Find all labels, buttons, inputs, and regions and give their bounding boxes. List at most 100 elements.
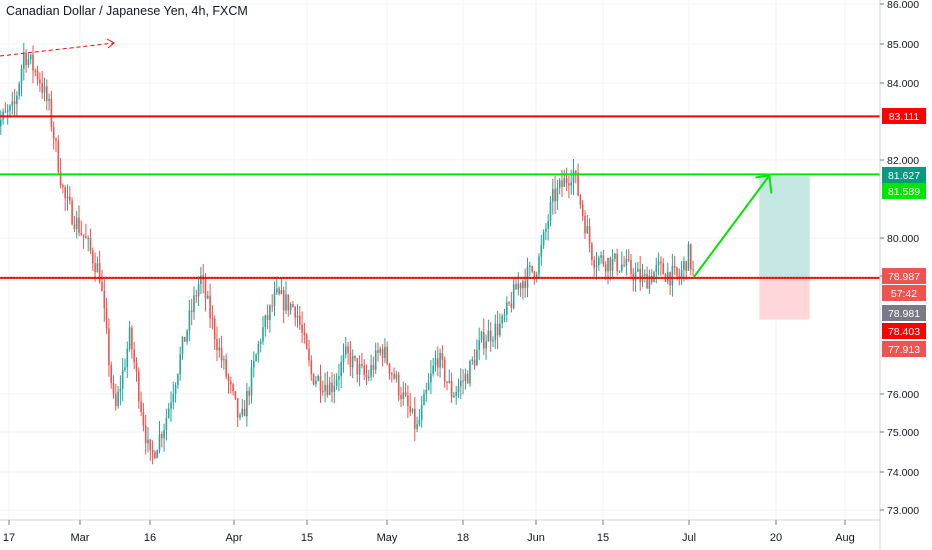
candle-body (301, 324, 303, 333)
candle-body (620, 264, 623, 271)
candle-body (91, 250, 94, 264)
candle-body (611, 258, 614, 271)
x-tick-label: 18 (457, 532, 469, 544)
candle-body (248, 391, 250, 396)
candle-body (547, 221, 549, 229)
candle-body (259, 341, 262, 344)
candle-body (395, 374, 398, 379)
candle-body (542, 231, 545, 246)
candle-body (62, 185, 64, 188)
candle-body (39, 79, 41, 84)
price-label[interactable]: 77.913 (882, 341, 926, 357)
candle-body (554, 189, 556, 202)
price-label[interactable]: 81.589 (882, 183, 926, 199)
trend-arrow[interactable] (0, 42, 115, 57)
candle-body (344, 346, 347, 355)
candle-body (94, 263, 96, 273)
candle-body (505, 302, 508, 315)
candle-body (342, 354, 345, 363)
candle-body (124, 367, 126, 370)
candle-body (418, 419, 421, 425)
candle-body (140, 401, 142, 412)
candle-body (689, 244, 692, 270)
candle-body (597, 257, 600, 266)
candle-body (18, 83, 20, 96)
candle-body (195, 295, 198, 297)
candle-body (676, 267, 678, 276)
candle-body (149, 439, 152, 451)
candle-body (89, 237, 92, 251)
candle-body (262, 327, 264, 342)
candle-body (50, 98, 53, 127)
price-label[interactable]: 57:42 (882, 285, 926, 301)
price-label-bg (882, 268, 926, 284)
candle-body (266, 315, 269, 321)
candle-body (556, 187, 559, 202)
candle-body (494, 323, 497, 341)
candle-body (604, 264, 607, 272)
candle-body (630, 260, 632, 274)
candle-body (487, 330, 490, 342)
candle-body (568, 183, 570, 186)
price-label-bg (882, 108, 926, 124)
candle-body (609, 258, 612, 271)
x-tick-label: 20 (770, 532, 782, 544)
candle-body (321, 391, 324, 393)
candle-body (82, 234, 85, 237)
candle-body (172, 394, 175, 403)
candle-body (183, 336, 186, 342)
candle-body (687, 244, 690, 271)
price-label-text: 81.627 (888, 170, 920, 182)
price-labels: 83.111 81.627 81.589 78.987 57:42 78.981 78.40… (882, 108, 926, 357)
candle-body (154, 451, 156, 459)
candle-body (388, 363, 391, 374)
candle-body (121, 369, 124, 389)
price-label-bg (882, 167, 926, 183)
candle-body (434, 358, 437, 366)
candle-body (480, 331, 483, 341)
candle-body (673, 265, 676, 268)
price-label[interactable]: 83.111 (882, 108, 926, 124)
candle-body (340, 362, 342, 377)
candle-body (443, 359, 446, 382)
candle-body (305, 335, 308, 349)
candle-body (646, 274, 648, 289)
price-label[interactable]: 81.627 (882, 167, 926, 183)
candle-body (402, 392, 405, 400)
candle-body (416, 424, 418, 429)
candle-body (643, 274, 646, 276)
candle-body (588, 226, 591, 244)
candle-body (179, 354, 181, 375)
candle-body (66, 196, 69, 199)
candle-body (151, 450, 154, 452)
candle-body (103, 291, 106, 309)
candle-body (407, 395, 409, 406)
candle-body (55, 138, 57, 141)
candle-body (492, 340, 494, 342)
target-arrow[interactable] (693, 174, 771, 278)
price-label[interactable]: 78.987 (882, 268, 926, 284)
candle-body (11, 101, 14, 106)
price-label-bg (882, 323, 926, 339)
candle-body (218, 347, 221, 351)
candle-body (317, 375, 319, 381)
price-label-text: 78.981 (888, 308, 920, 320)
x-tick-label: 16 (144, 532, 156, 544)
candle-body (361, 363, 363, 366)
candle-body (450, 380, 453, 398)
candle-body (108, 328, 110, 365)
candle-body (471, 359, 474, 362)
candle-body (167, 408, 170, 418)
candle-body (68, 196, 71, 201)
price-label[interactable]: 78.981 (882, 305, 926, 321)
candle-body (229, 381, 232, 385)
price-label[interactable]: 78.403 (882, 323, 926, 339)
candle-body (501, 315, 503, 324)
candle-body (255, 354, 257, 362)
candle-body (73, 224, 76, 230)
candle-body (393, 373, 395, 379)
candle-body (197, 284, 200, 297)
candle-body (144, 425, 147, 444)
